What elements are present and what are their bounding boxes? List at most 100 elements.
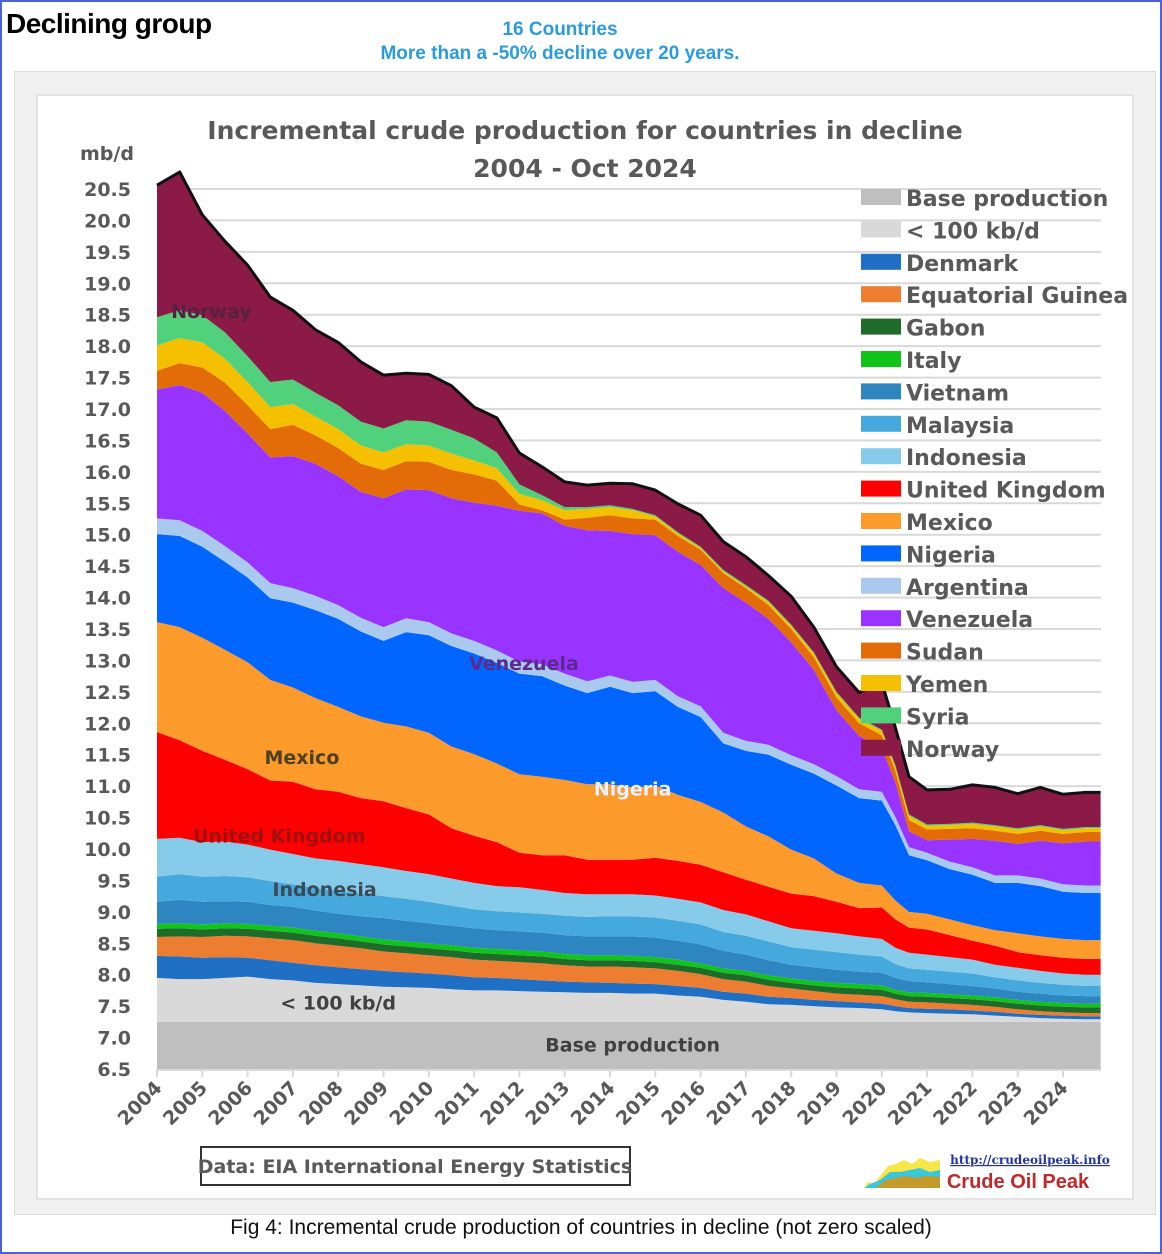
y-tick-label: 12.0 [84, 713, 131, 735]
legend-label: Malaysia [906, 414, 1014, 439]
x-tick-label: 2008 [295, 1077, 348, 1130]
legend-item[interactable]: Denmark [861, 252, 1019, 277]
legend-label: Italy [906, 349, 961, 374]
x-axis-ticks: 2004200520062007200820092010201120122013… [114, 1069, 1101, 1130]
page-title: Declining group [6, 8, 212, 39]
legend-label: Yemen [905, 673, 988, 698]
x-tick-label: 2017 [702, 1077, 755, 1130]
area-label: Indonesia [272, 879, 376, 901]
legend-label: Norway [906, 738, 999, 763]
legend-swatch [861, 351, 901, 367]
x-tick-label: 2004 [114, 1077, 167, 1130]
legend-swatch [861, 318, 901, 335]
legend-label: Venezuela [906, 608, 1033, 633]
y-tick-label: 13.0 [84, 650, 131, 672]
area-label: Venezuela [469, 653, 579, 675]
legend-item[interactable]: Equatorial Guinea [861, 284, 1128, 309]
x-tick-label: 2007 [249, 1077, 302, 1130]
legend-item[interactable]: Gabon [861, 317, 985, 342]
area-label: Base production [545, 1034, 720, 1056]
legend-swatch [861, 286, 901, 303]
legend-label: Base production [906, 187, 1108, 212]
legend-swatch [861, 383, 901, 400]
legend: Base production < 100 kb/d Denmark Equatori… [861, 187, 1128, 763]
area-base-production [157, 1021, 1101, 1069]
x-tick-label: 2015 [612, 1077, 665, 1130]
area-equatorial-guinea [157, 935, 1101, 1017]
figure-caption: Fig 4: Incremental crude production of c… [230, 1216, 932, 1239]
y-axis-label: mb/d [80, 143, 134, 165]
legend-swatch [861, 642, 901, 659]
area-100-kb-d [157, 976, 1101, 1022]
area-layers [156, 170, 1101, 1069]
y-tick-label: 9.0 [97, 902, 131, 924]
legend-item[interactable]: Italy [861, 349, 961, 374]
y-tick-label: 11.5 [84, 745, 131, 767]
y-tick-label: 16.5 [84, 430, 131, 452]
legend-swatch [861, 221, 901, 238]
legend-item[interactable]: Malaysia [861, 414, 1014, 439]
legend-item[interactable]: Argentina [861, 576, 1029, 601]
area-sudan [157, 363, 1101, 844]
legend-label: Vietnam [906, 381, 1009, 406]
legend-item[interactable]: Mexico [861, 511, 993, 536]
x-tick-label: 2006 [204, 1077, 257, 1130]
area-label: < 100 kb/d [280, 992, 396, 1014]
legend-label: Nigeria [906, 543, 996, 568]
y-axis-ticks: 6.5 7.0 7.5 8.0 8.5 9.0 9.5 10.0 10.5 11.0 11.5 12.… [84, 179, 131, 1081]
area-malaysia [157, 874, 1101, 997]
area-united-kingdom [157, 732, 1101, 975]
legend-swatch [861, 513, 901, 529]
y-tick-label: 14.5 [84, 556, 131, 578]
x-tick-label: 2016 [657, 1077, 710, 1130]
y-tick-label: 20.0 [84, 210, 131, 232]
chart-title: Incremental crude production for countri… [207, 116, 962, 145]
legend-swatch [861, 448, 901, 465]
x-tick-label: 2013 [521, 1077, 574, 1130]
y-tick-label: 17.5 [84, 368, 131, 390]
logo-url-link[interactable]: http://crudeoilpeak.info [950, 1153, 1110, 1167]
legend-item[interactable]: Yemen [861, 673, 988, 698]
crude-oil-peak-logo[interactable]: http://crudeoilpeak.info Crude Oil Peak [864, 1153, 1110, 1193]
legend-item[interactable]: Syria [861, 705, 969, 730]
y-tick-label: 8.5 [97, 933, 131, 955]
x-tick-label: 2010 [385, 1077, 438, 1130]
y-tick-label: 19.5 [84, 242, 131, 264]
legend-label: < 100 kb/d [906, 219, 1040, 244]
legend-item[interactable]: Venezuela [861, 608, 1033, 633]
legend-item[interactable]: Base production [861, 187, 1108, 212]
legend-item[interactable]: Sudan [861, 641, 984, 666]
y-tick-label: 7.0 [97, 1028, 131, 1050]
legend-swatch [861, 189, 901, 205]
legend-label: Equatorial Guinea [906, 284, 1128, 309]
legend-swatch [861, 545, 901, 562]
legend-swatch [861, 577, 901, 594]
legend-swatch [861, 253, 901, 270]
y-tick-label: 13.5 [84, 619, 131, 641]
area-italy [157, 923, 1101, 1008]
legend-label: United Kingdom [906, 479, 1106, 504]
y-tick-label: 7.5 [97, 996, 131, 1018]
area-label: Norway [171, 301, 252, 323]
legend-swatch [861, 707, 901, 724]
y-tick-label: 9.5 [97, 870, 131, 892]
legend-item[interactable]: Indonesia [861, 446, 1027, 471]
chart-subtitle: 2004 - Oct 2024 [473, 154, 697, 183]
legend-item[interactable]: Norway [861, 738, 999, 763]
y-tick-label: 10.5 [84, 808, 131, 830]
y-tick-label: 11.0 [84, 776, 131, 798]
area-label: Mexico [265, 747, 340, 769]
area-gabon [157, 928, 1101, 1014]
y-tick-label: 15.5 [84, 493, 131, 515]
logo-name: Crude Oil Peak [947, 1171, 1090, 1193]
legend-label: Argentina [906, 576, 1029, 601]
area-mexico [157, 622, 1101, 959]
legend-item[interactable]: < 100 kb/d [861, 219, 1040, 244]
area-label: United Kingdom [193, 826, 365, 848]
legend-swatch [861, 610, 901, 627]
legend-item[interactable]: United Kingdom [861, 479, 1106, 504]
legend-item[interactable]: Vietnam [861, 381, 1009, 406]
legend-swatch [861, 415, 901, 432]
y-tick-label: 8.0 [97, 965, 131, 987]
legend-item[interactable]: Nigeria [861, 543, 996, 568]
